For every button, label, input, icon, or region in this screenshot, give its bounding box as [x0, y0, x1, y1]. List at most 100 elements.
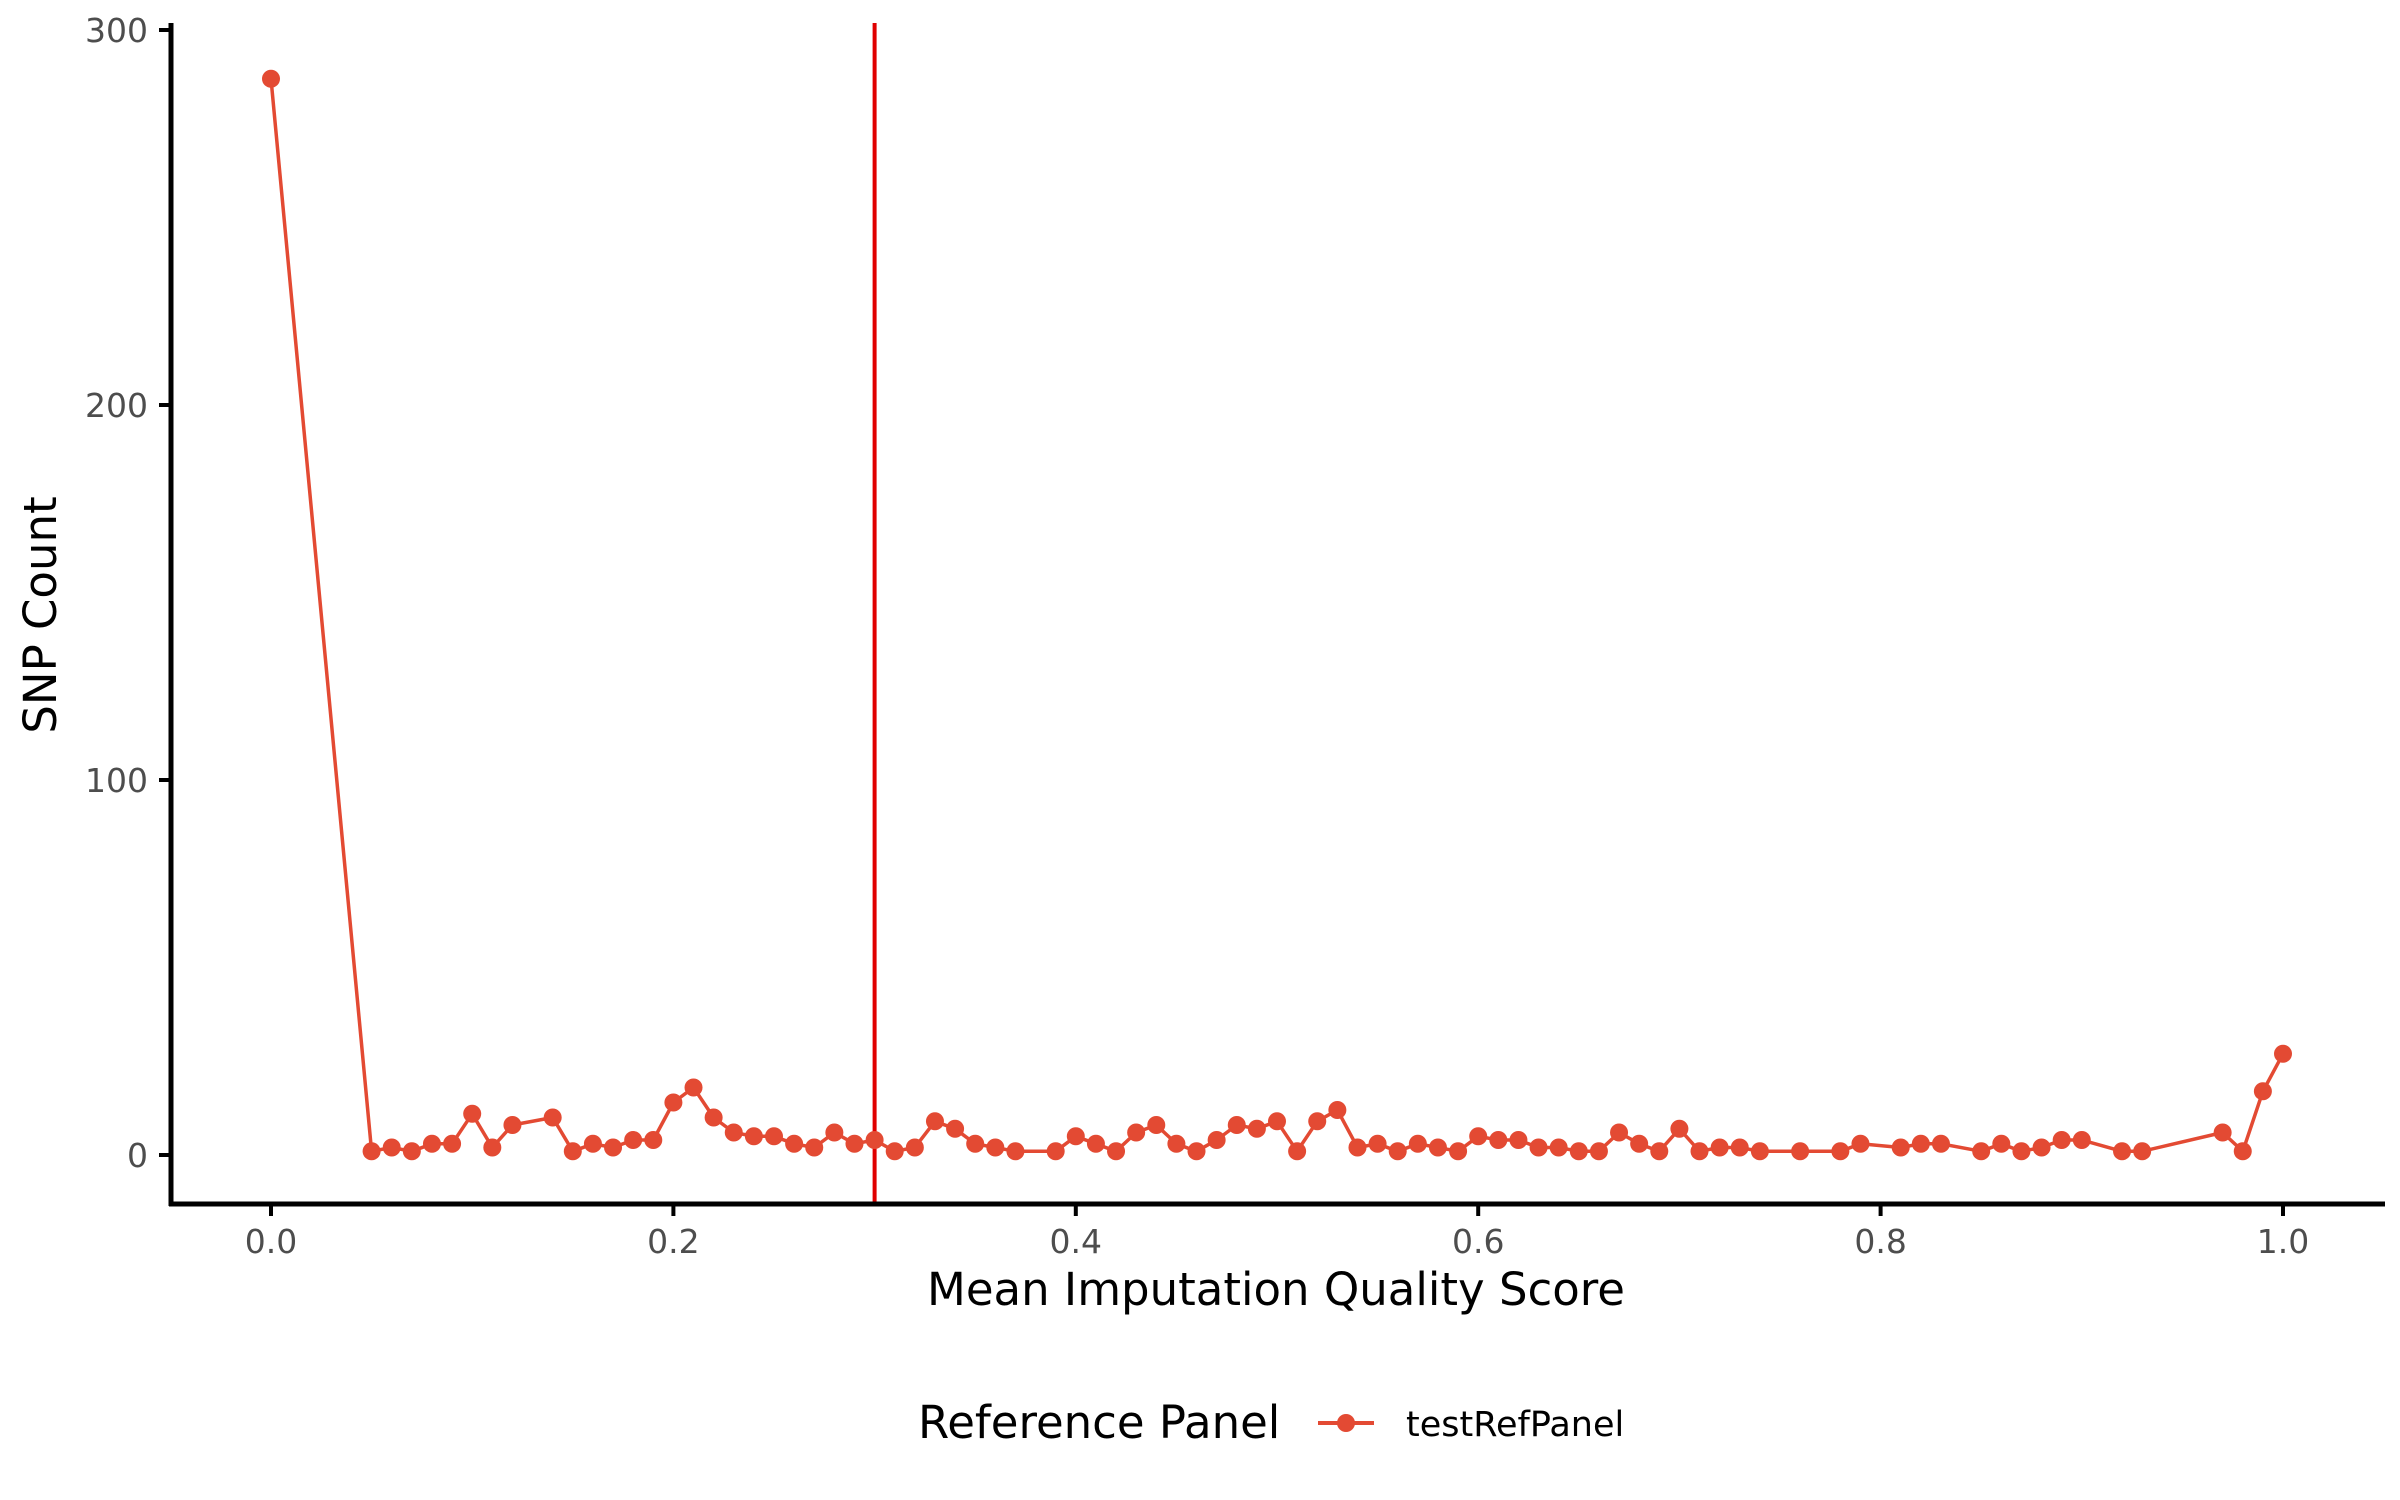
y-ticks: 0 100 200 300: [85, 11, 171, 1175]
data-point: [1831, 1142, 1850, 1161]
data-point: [402, 1142, 421, 1161]
data-point: [1408, 1134, 1427, 1153]
data-point: [885, 1142, 904, 1161]
data-point: [1328, 1101, 1347, 1119]
data-point: [362, 1142, 381, 1161]
data-point: [1147, 1116, 1166, 1134]
data-point: [503, 1116, 522, 1134]
data-point: [583, 1134, 602, 1153]
data-point: [1569, 1142, 1588, 1161]
data-point: [1247, 1119, 1266, 1138]
data-point: [1368, 1134, 1387, 1153]
x-tick-label: 0.4: [1050, 1222, 1102, 1261]
data-point: [2052, 1131, 2071, 1149]
data-point: [785, 1134, 804, 1153]
data-point: [1710, 1138, 1729, 1157]
data-point: [1670, 1119, 1689, 1138]
data-point: [2012, 1142, 2031, 1161]
data-point: [966, 1134, 985, 1153]
data-point: [1268, 1112, 1286, 1131]
data-point: [1730, 1138, 1749, 1157]
data-point: [704, 1108, 723, 1127]
y-tick-label: 0: [127, 1136, 148, 1175]
data-point: [1428, 1138, 1447, 1157]
data-point: [382, 1138, 401, 1157]
data-point: [1187, 1142, 1206, 1161]
data-point: [483, 1138, 502, 1157]
data-point: [2253, 1082, 2272, 1101]
data-point: [644, 1131, 663, 1149]
data-point: [1388, 1142, 1407, 1161]
data-point: [1690, 1142, 1709, 1161]
x-tick-label: 0.6: [1452, 1222, 1504, 1261]
data-point: [805, 1138, 824, 1157]
data-point: [986, 1138, 1005, 1157]
data-point: [1066, 1127, 1085, 1146]
data-point: [1127, 1123, 1146, 1142]
data-point: [765, 1127, 783, 1146]
data-point: [946, 1119, 965, 1138]
data-point: [1972, 1142, 1991, 1161]
legend-marker-key: [1337, 1414, 1355, 1432]
y-tick-label: 100: [85, 761, 148, 800]
data-point: [1207, 1131, 1226, 1149]
data-point: [1107, 1142, 1126, 1161]
data-point: [1489, 1131, 1508, 1149]
data-point: [2233, 1142, 2252, 1161]
data-point: [1791, 1142, 1810, 1161]
data-point: [1650, 1142, 1669, 1161]
data-point: [1308, 1112, 1327, 1131]
data-point: [1449, 1142, 1468, 1161]
data-point: [1911, 1134, 1930, 1153]
data-point: [624, 1131, 643, 1149]
data-point: [1086, 1134, 1105, 1153]
data-point: [2274, 1044, 2292, 1063]
data-point: [1227, 1116, 1246, 1134]
x-tick-label: 0.8: [1854, 1222, 1906, 1261]
data-point: [925, 1112, 944, 1131]
data-point: [543, 1108, 562, 1127]
data-point: [905, 1138, 924, 1157]
x-axis-title: Mean Imputation Quality Score: [927, 1263, 1625, 1316]
data-point: [2072, 1131, 2091, 1149]
legend-title: Reference Panel: [918, 1396, 1280, 1449]
series-line: [269, 78, 2285, 1154]
data-point: [1006, 1142, 1025, 1161]
data-point: [463, 1104, 482, 1123]
data-point: [1288, 1142, 1307, 1161]
data-point: [422, 1134, 441, 1153]
data-point: [443, 1134, 462, 1153]
data-point: [1549, 1138, 1568, 1157]
data-point: [1348, 1138, 1367, 1157]
data-point: [825, 1123, 844, 1142]
data-point: [1891, 1138, 1910, 1157]
x-ticks: 0.0 0.2 0.4 0.6 0.8 1.0: [245, 1204, 2309, 1261]
data-point: [684, 1078, 703, 1097]
data-point: [865, 1131, 884, 1149]
data-point: [1851, 1134, 1870, 1153]
data-point: [724, 1123, 743, 1142]
y-tick-label: 300: [85, 11, 148, 50]
y-axis-title: SNP Count: [14, 496, 67, 733]
data-point: [2032, 1138, 2051, 1157]
x-tick-label: 0.2: [647, 1222, 699, 1261]
data-point: [744, 1127, 763, 1146]
data-point: [2133, 1142, 2152, 1161]
data-point: [1992, 1134, 2011, 1153]
legend: Reference Panel testRefPanel: [918, 1396, 1624, 1449]
data-point: [1931, 1134, 1950, 1153]
y-tick-label: 200: [85, 386, 148, 425]
data-point: [664, 1093, 683, 1112]
data-point: [1610, 1123, 1629, 1142]
data-point: [1046, 1142, 1065, 1161]
data-point: [1167, 1134, 1186, 1153]
series-marks: [262, 69, 2292, 1161]
data-point: [262, 69, 280, 88]
data-point: [2213, 1123, 2232, 1142]
data-point: [1509, 1131, 1528, 1149]
data-point: [1469, 1127, 1488, 1146]
data-point: [1630, 1134, 1649, 1153]
data-point: [563, 1142, 582, 1161]
data-point: [604, 1138, 623, 1157]
